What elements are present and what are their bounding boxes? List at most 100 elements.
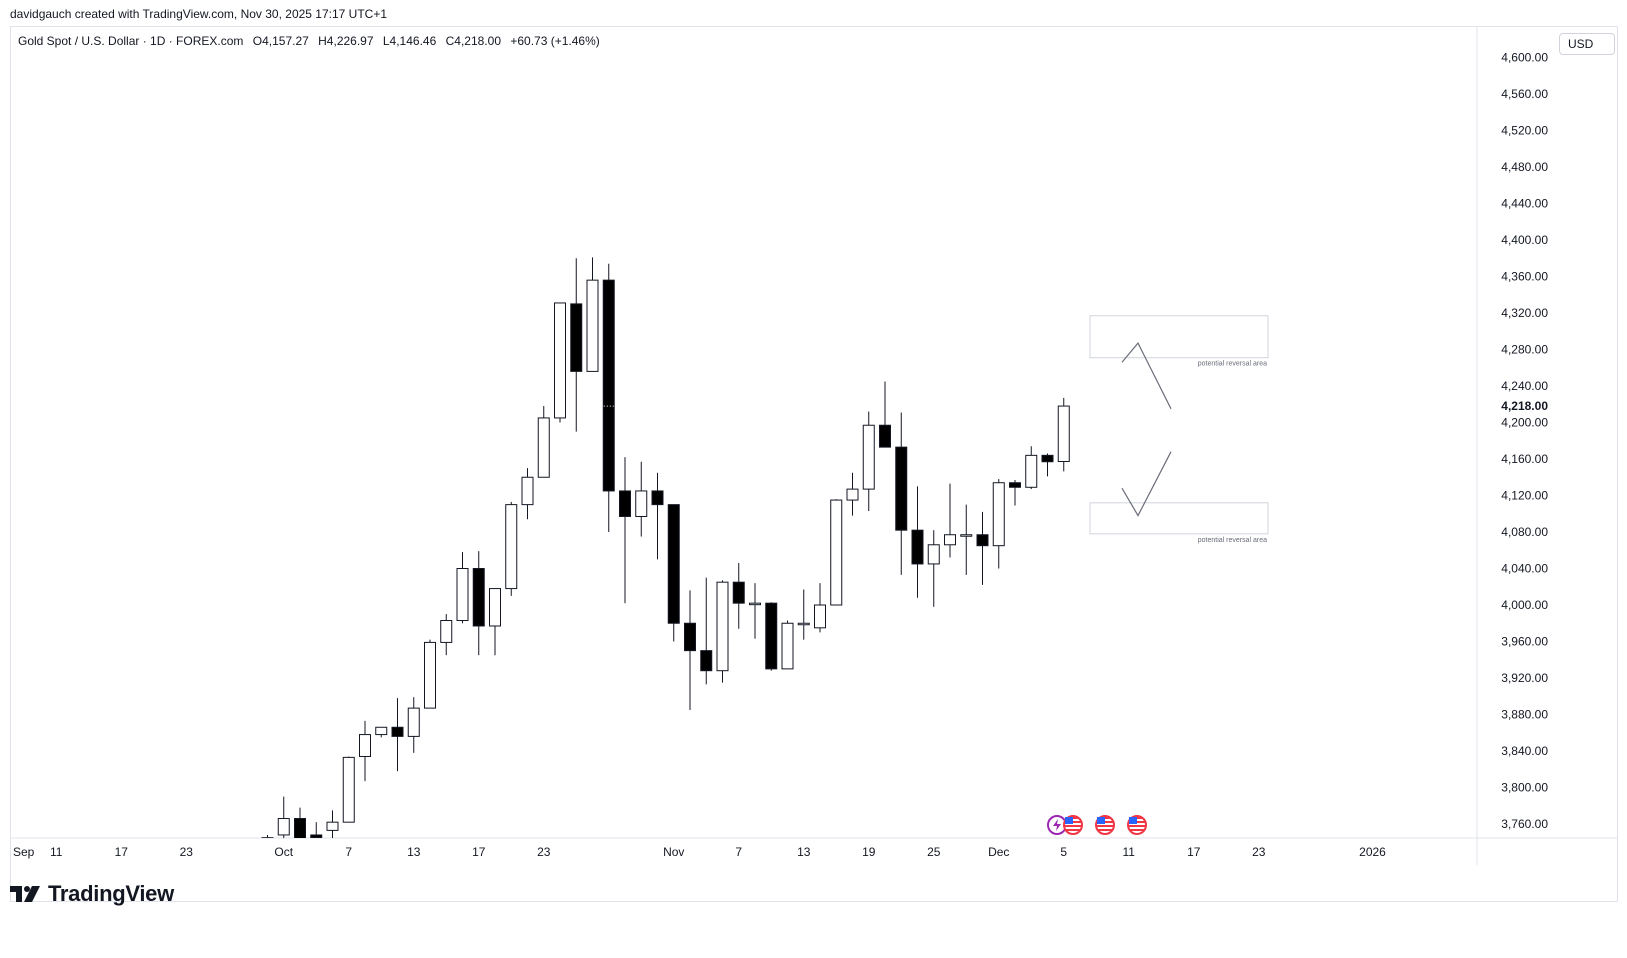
y-tick-label: 3,840.00 [1501, 744, 1548, 758]
candle-up[interactable] [797, 622, 810, 626]
y-tick-label: 4,520.00 [1501, 124, 1548, 138]
y-tick-label: 4,040.00 [1501, 562, 1548, 576]
candle-down[interactable] [732, 581, 745, 604]
candle-down[interactable] [684, 622, 696, 652]
candle-down[interactable] [619, 490, 631, 517]
y-tick-label: 4,160.00 [1501, 452, 1548, 466]
candle-down[interactable] [1041, 454, 1054, 463]
candle-up[interactable] [586, 279, 599, 372]
tradingview-brand[interactable]: TradingView [10, 881, 174, 907]
us-flag-icon[interactable] [1095, 815, 1115, 835]
candle-up[interactable] [440, 620, 453, 643]
reversal-zone-box [1089, 502, 1269, 535]
candle-down[interactable] [700, 650, 713, 672]
legend-close: C4,218.00 [445, 34, 501, 48]
flag-canton [1065, 817, 1073, 824]
candle-down[interactable] [310, 834, 323, 838]
x-tick-label: 17 [1187, 845, 1201, 859]
candle-up[interactable] [554, 302, 566, 419]
candle-down[interactable] [602, 279, 615, 492]
candle-up[interactable] [846, 488, 859, 501]
us-flag-icon[interactable] [1127, 815, 1147, 835]
x-tick-label: 7 [735, 845, 742, 859]
candle-up[interactable] [749, 602, 761, 606]
candle-up[interactable] [781, 622, 794, 670]
earnings-bolt-icon[interactable] [1047, 815, 1067, 835]
candle-up[interactable] [716, 581, 729, 672]
chart-credit: davidgauch created with TradingView.com,… [10, 7, 388, 21]
candle-down[interactable] [879, 424, 891, 448]
currency-button[interactable]: USD [1559, 33, 1615, 55]
candle-down[interactable] [391, 726, 404, 737]
candle-up[interactable] [521, 476, 534, 506]
candle-down[interactable] [765, 602, 778, 670]
candle-down[interactable] [1009, 482, 1021, 488]
x-tick-label: Dec [988, 845, 1009, 859]
candle-up[interactable] [277, 818, 290, 836]
x-tick-label: Nov [663, 845, 684, 859]
candle-up[interactable] [489, 588, 501, 627]
candle-down[interactable] [294, 818, 306, 845]
candle-up[interactable] [456, 568, 469, 622]
x-tick-label: Oct [274, 845, 293, 859]
x-tick-label: 23 [1252, 845, 1266, 859]
candle-up[interactable] [424, 641, 436, 709]
candle-up[interactable] [830, 499, 843, 606]
candle-up[interactable] [944, 534, 956, 546]
candle-up[interactable] [505, 504, 518, 590]
candles-group [261, 257, 1070, 845]
candle-up[interactable] [342, 756, 355, 823]
candle-down[interactable] [667, 504, 680, 624]
candle-up[interactable] [814, 604, 826, 629]
x-tick-label: 2026 [1359, 845, 1386, 859]
candle-up[interactable] [960, 534, 973, 537]
candle-up[interactable] [635, 490, 648, 517]
current-price-label: 4,218.00 [1501, 399, 1548, 413]
x-tick-label: 17 [472, 845, 486, 859]
projection-path-down [1121, 451, 1172, 517]
candle-up[interactable] [375, 726, 388, 736]
candle-up[interactable] [1057, 405, 1070, 462]
us-flag-icon[interactable] [1063, 815, 1083, 835]
legend-open: O4,157.27 [252, 34, 309, 48]
x-tick-label: 23 [537, 845, 551, 859]
candle-up[interactable] [927, 544, 940, 565]
candle-down[interactable] [472, 568, 485, 627]
candle-up[interactable] [326, 821, 339, 831]
candle-up[interactable] [862, 424, 875, 490]
projection-path-up [1121, 342, 1172, 410]
x-tick-label: 13 [407, 845, 421, 859]
candle-up[interactable] [537, 417, 550, 478]
chart-frame [10, 26, 1618, 902]
x-tick-label: 25 [927, 845, 941, 859]
y-tick-label: 4,600.00 [1501, 51, 1548, 65]
candle-down[interactable] [976, 534, 989, 547]
candle-down[interactable] [261, 837, 274, 840]
y-tick-label: 4,320.00 [1501, 306, 1548, 320]
x-tick-label: 19 [862, 845, 876, 859]
flag-canton [1097, 817, 1105, 824]
legend-high: H4,226.97 [318, 34, 374, 48]
candle-up[interactable] [407, 707, 420, 737]
x-tick-label: Sep [13, 845, 35, 859]
y-tick-label: 3,800.00 [1501, 781, 1548, 795]
x-tick-label: 11 [50, 845, 63, 859]
candle-up[interactable] [359, 734, 371, 757]
y-tick-label: 3,960.00 [1501, 635, 1548, 649]
x-tick-label: 11 [1123, 845, 1136, 859]
x-tick-label: 13 [797, 845, 811, 859]
y-tick-label: 4,440.00 [1501, 197, 1548, 211]
bolt-glyph [1053, 819, 1061, 831]
candle-down[interactable] [570, 303, 583, 372]
symbol-legend[interactable]: Gold Spot / U.S. Dollar · 1D · FOREX.com… [18, 34, 606, 48]
candle-down[interactable] [651, 490, 664, 506]
candle-down[interactable] [895, 446, 908, 531]
reversal-zone-label: potential reversal area [1198, 537, 1267, 544]
candle-up[interactable] [992, 482, 1005, 547]
symbol-label[interactable]: Gold Spot / U.S. Dollar · 1D · FOREX.com [18, 34, 244, 48]
y-tick-label: 3,880.00 [1501, 708, 1548, 722]
candle-up[interactable] [1025, 454, 1038, 488]
reversal-zone-label: potential reversal area [1198, 361, 1267, 368]
candle-down[interactable] [911, 529, 924, 565]
